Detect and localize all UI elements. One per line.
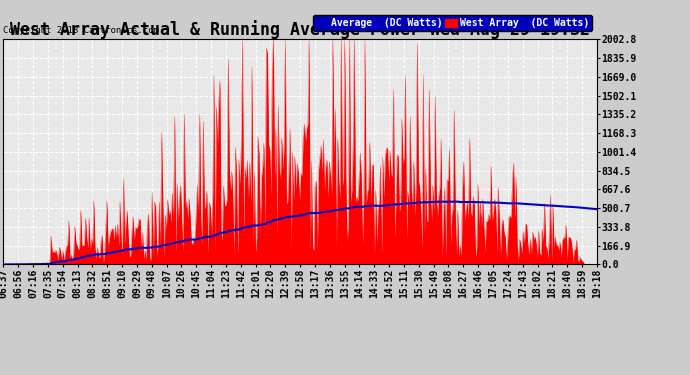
Text: Copyright 2018 Cartronics.com: Copyright 2018 Cartronics.com [3,26,159,35]
Title: West Array Actual & Running Average Power Wed Aug 29 19:32: West Array Actual & Running Average Powe… [10,20,590,39]
Legend: Average  (DC Watts), West Array  (DC Watts): Average (DC Watts), West Array (DC Watts… [313,15,592,31]
